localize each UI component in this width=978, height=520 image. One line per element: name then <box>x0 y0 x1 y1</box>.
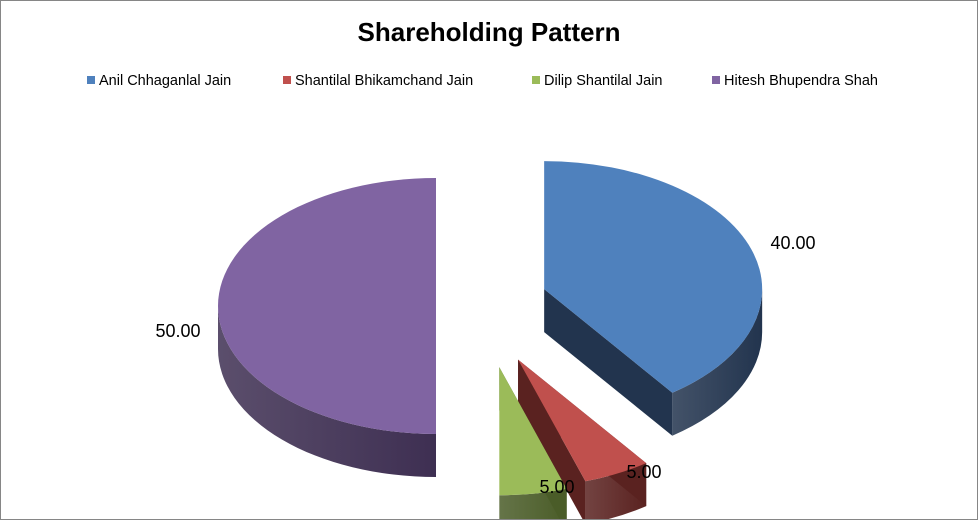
legend-item: Shantilal Bhikamchand Jain <box>283 73 473 89</box>
legend: Anil Chhaganlal Jain Shantilal Bhikamcha… <box>1 73 977 93</box>
slice-outer-side <box>218 306 436 477</box>
data-label: 40.00 <box>770 233 815 253</box>
data-label: 5.00 <box>539 477 574 497</box>
slice-outer-side <box>585 463 647 519</box>
legend-item: Anil Chhaganlal Jain <box>87 73 231 89</box>
pie-slice <box>218 178 436 477</box>
legend-swatch <box>712 76 720 84</box>
legend-item: Dilip Shantilal Jain <box>532 73 662 89</box>
chart-title: Shareholding Pattern <box>357 17 621 47</box>
slice-top <box>218 178 436 434</box>
slice-outer-side <box>499 488 567 519</box>
legend-swatch <box>532 76 540 84</box>
slice-top <box>544 161 763 393</box>
slice-top <box>499 367 567 496</box>
pie-slice <box>518 359 647 519</box>
legend-label: Anil Chhaganlal Jain <box>99 73 232 89</box>
slice-top <box>518 359 647 482</box>
legend-label: Hitesh Bhupendra Shah <box>724 73 878 89</box>
legend-swatch <box>283 76 291 84</box>
legend-swatch <box>87 76 95 84</box>
legend-item: Hitesh Bhupendra Shah <box>712 73 878 89</box>
slice-side-wall <box>518 359 586 519</box>
data-label: 5.00 <box>626 462 661 482</box>
slice-side-wall <box>544 289 673 436</box>
slice-outer-side <box>672 289 763 436</box>
legend-label: Dilip Shantilal Jain <box>544 73 663 89</box>
pie-slice <box>499 367 567 519</box>
legend-label: Shantilal Bhikamchand Jain <box>295 73 474 89</box>
data-label: 50.00 <box>155 321 200 341</box>
pie-slice <box>544 161 763 436</box>
